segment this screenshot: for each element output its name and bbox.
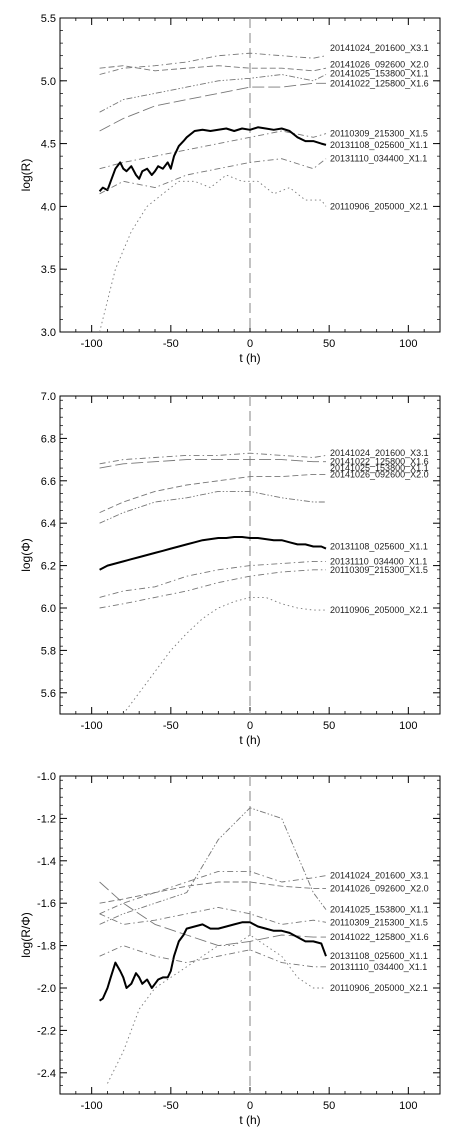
series-label: 20141026_092600_X2.0 [330,59,429,69]
series-line [99,473,326,514]
series-label: 20131110_034400_X1.1 [330,154,427,164]
y-tick-label: -2.4 [37,1068,56,1080]
series-line [99,945,326,968]
series-line [99,158,327,195]
y-tick-label: -1.6 [37,898,56,910]
y-tick-label: 5.5 [41,13,56,25]
series-group [98,52,327,332]
y-tick-label: 6.4 [41,518,56,530]
series-line [99,881,326,904]
y-tick-label: 5.8 [41,645,56,657]
y-tick-label: 5.6 [41,688,56,700]
y-tick-label: 4.5 [41,139,56,151]
series-line [99,130,327,170]
y-axis-label: log(R) [19,159,33,192]
y-tick-label: -1.4 [37,856,56,868]
series-line [99,921,327,1002]
y-tick-label: 7.0 [41,391,56,403]
x-tick-label: -50 [163,338,179,350]
series-line [99,881,326,947]
series-group [99,807,327,1084]
x-tick-label: -100 [81,1100,103,1112]
series-line [99,490,326,524]
y-tick-label: 3.0 [41,327,56,339]
series-label: 20110906_205000_X2.1 [330,201,428,211]
series-label: 20141024_201600_X3.1 [330,448,429,458]
series-label: 20141024_201600_X3.1 [330,43,429,53]
series-line [99,82,326,132]
x-tick-label: 50 [323,1100,335,1112]
series-label: 20110309_215300_X1.5 [330,565,428,575]
x-axis-label: t (h) [239,1113,260,1127]
series-line [98,126,327,192]
series-line [99,870,327,915]
series-line [99,452,327,465]
y-tick-label: 6.2 [41,561,56,573]
series-line [99,560,326,598]
series-line [99,569,326,609]
series-label: 20110906_205000_X2.1 [330,983,428,993]
series-label: 20141025_153800_X1.1 [330,463,429,473]
series-label: 20110309_215300_X1.5 [330,129,428,139]
series-label: 20141022_125800_X1.6 [330,932,429,942]
y-tick-label: 4.0 [41,201,56,213]
y-tick-label: 6.8 [41,433,56,445]
series-label: 20110906_205000_X2.1 [330,605,428,615]
series-label: 20141022_125800_X1.6 [330,457,429,467]
series-line [99,52,327,75]
y-tick-label: -2.0 [37,983,56,995]
x-tick-label: -100 [81,720,103,732]
x-axis-label: t (h) [239,351,260,365]
x-tick-label: 100 [399,720,417,732]
x-tick-label: 100 [399,338,417,350]
y-tick-label: -1.0 [37,771,56,783]
x-tick-label: 50 [323,720,335,732]
x-tick-label: 50 [323,338,335,350]
y-tick-label: -2.2 [37,1025,56,1037]
series-label: 20141022_125800_X1.6 [330,78,429,88]
series-label: 20131108_025600_X1.1 [330,951,428,961]
y-tick-label: -1.8 [37,941,56,953]
series-label: 20110309_215300_X1.5 [330,917,428,927]
y-tick-label: 6.6 [41,476,56,488]
series-label: 20131108_025600_X1.1 [330,140,428,150]
y-tick-label: 6.0 [41,603,56,615]
x-tick-label: -50 [163,720,179,732]
panel-log-r: -100 -50 0 50 100 3.0 3.5 4.0 4.5 5.0 5.5 t (h) log(… [19,13,441,365]
y-axis-label: log(R/Φ) [19,912,33,958]
series-line [99,906,327,925]
series-label: 20141025_153800_X1.1 [330,68,429,78]
series-line [99,807,327,925]
series-line [99,459,326,469]
series-line [122,596,326,714]
series-label: 20141024_201600_X3.1 [330,871,429,881]
series-line [99,74,327,113]
series-line [99,174,327,332]
x-tick-label: 100 [399,1100,417,1112]
series-label: 20141025_153800_X1.1 [330,905,429,915]
x-tick-label: 0 [247,720,253,732]
series-label: 20131110_034400_X1.1 [330,962,427,972]
series-label: 20141026_092600_X2.0 [330,469,429,479]
panel-log-r-over-phi: -100 -50 0 50 100 -2.4 -2.2 -2.0 -1.8 -1.6 -1.4 -1.… [19,771,441,1127]
series-label: 20131108_025600_X1.1 [330,542,428,552]
series-label: 20141026_092600_X2.0 [330,883,429,893]
series-line [107,934,326,1084]
y-tick-label: -1.2 [37,813,56,825]
y-tick-label: 5.0 [41,76,56,88]
series-group [99,452,327,714]
x-axis-label: t (h) [239,733,260,747]
y-tick-label: 3.5 [41,264,56,276]
y-axis-label: log(Φ) [19,538,33,572]
x-tick-label: -50 [163,1100,179,1112]
panel-log-phi: -100 -50 0 50 100 5.6 5.8 6.0 6.2 6.4 6.6 6.8 7.0 t (… [19,391,441,747]
x-tick-label: -100 [81,338,103,350]
series-line [99,536,327,571]
series-label: 20131110_034400_X1.1 [330,556,427,566]
series-line [99,65,327,72]
x-tick-label: 0 [247,1100,253,1112]
x-tick-label: 0 [247,338,253,350]
